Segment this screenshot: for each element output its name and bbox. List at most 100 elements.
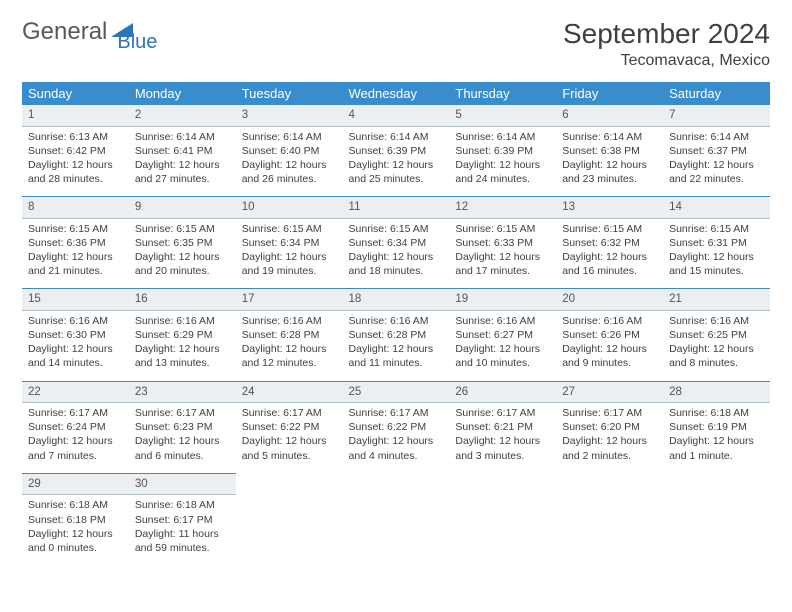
day-dl2: and 59 minutes. — [135, 541, 230, 555]
day-dl1: Daylight: 12 hours — [28, 250, 123, 264]
brand-part1: General — [22, 18, 107, 46]
day-ss: Sunset: 6:38 PM — [562, 144, 657, 158]
day-dl1: Daylight: 12 hours — [669, 342, 764, 356]
brand-logo: General Blue — [22, 18, 175, 46]
day-sr: Sunrise: 6:15 AM — [28, 222, 123, 236]
day-dl2: and 27 minutes. — [135, 172, 230, 186]
day-content-cell — [556, 495, 663, 565]
day-dl2: and 11 minutes. — [349, 356, 444, 370]
day-content-cell: Sunrise: 6:16 AMSunset: 6:30 PMDaylight:… — [22, 310, 129, 381]
calendar-table: Sunday Monday Tuesday Wednesday Thursday… — [22, 82, 770, 565]
day-dl2: and 8 minutes. — [669, 356, 764, 370]
day-dl1: Daylight: 12 hours — [349, 250, 444, 264]
day-sr: Sunrise: 6:16 AM — [242, 314, 337, 328]
day-content-cell: Sunrise: 6:16 AMSunset: 6:28 PMDaylight:… — [236, 310, 343, 381]
week-number-row: 15161718192021 — [22, 289, 770, 311]
day-header: Monday — [129, 82, 236, 105]
day-dl2: and 28 minutes. — [28, 172, 123, 186]
day-number-cell: 11 — [343, 197, 450, 219]
day-dl1: Daylight: 12 hours — [135, 434, 230, 448]
day-dl2: and 4 minutes. — [349, 449, 444, 463]
day-number-cell: 20 — [556, 289, 663, 311]
day-number-cell: 24 — [236, 381, 343, 403]
day-ss: Sunset: 6:22 PM — [349, 420, 444, 434]
day-header-row: Sunday Monday Tuesday Wednesday Thursday… — [22, 82, 770, 105]
day-content-cell: Sunrise: 6:16 AMSunset: 6:25 PMDaylight:… — [663, 310, 770, 381]
day-sr: Sunrise: 6:16 AM — [28, 314, 123, 328]
day-number-cell: 27 — [556, 381, 663, 403]
day-sr: Sunrise: 6:14 AM — [135, 130, 230, 144]
day-dl1: Daylight: 12 hours — [28, 342, 123, 356]
day-content-cell: Sunrise: 6:15 AMSunset: 6:31 PMDaylight:… — [663, 218, 770, 289]
day-content-cell — [343, 495, 450, 565]
day-number-cell: 21 — [663, 289, 770, 311]
title-block: September 2024 Tecomavaca, Mexico — [563, 18, 770, 70]
day-content-cell — [236, 495, 343, 565]
day-sr: Sunrise: 6:17 AM — [455, 406, 550, 420]
day-content-cell: Sunrise: 6:14 AMSunset: 6:39 PMDaylight:… — [449, 126, 556, 197]
day-ss: Sunset: 6:34 PM — [349, 236, 444, 250]
day-number-cell: 4 — [343, 105, 450, 126]
day-dl1: Daylight: 11 hours — [135, 527, 230, 541]
day-dl1: Daylight: 12 hours — [455, 434, 550, 448]
day-ss: Sunset: 6:30 PM — [28, 328, 123, 342]
day-dl2: and 21 minutes. — [28, 264, 123, 278]
day-dl2: and 1 minute. — [669, 449, 764, 463]
day-ss: Sunset: 6:22 PM — [242, 420, 337, 434]
day-dl1: Daylight: 12 hours — [562, 250, 657, 264]
day-header: Tuesday — [236, 82, 343, 105]
day-dl2: and 9 minutes. — [562, 356, 657, 370]
day-dl2: and 14 minutes. — [28, 356, 123, 370]
day-sr: Sunrise: 6:18 AM — [135, 498, 230, 512]
day-dl2: and 20 minutes. — [135, 264, 230, 278]
day-sr: Sunrise: 6:17 AM — [562, 406, 657, 420]
day-sr: Sunrise: 6:14 AM — [669, 130, 764, 144]
day-ss: Sunset: 6:39 PM — [455, 144, 550, 158]
day-sr: Sunrise: 6:18 AM — [28, 498, 123, 512]
day-number-cell: 19 — [449, 289, 556, 311]
day-dl1: Daylight: 12 hours — [669, 250, 764, 264]
day-dl1: Daylight: 12 hours — [562, 342, 657, 356]
day-content-cell: Sunrise: 6:15 AMSunset: 6:34 PMDaylight:… — [236, 218, 343, 289]
day-sr: Sunrise: 6:16 AM — [135, 314, 230, 328]
day-dl2: and 17 minutes. — [455, 264, 550, 278]
day-sr: Sunrise: 6:17 AM — [242, 406, 337, 420]
day-number-cell: 5 — [449, 105, 556, 126]
day-dl2: and 12 minutes. — [242, 356, 337, 370]
day-content-cell: Sunrise: 6:14 AMSunset: 6:37 PMDaylight:… — [663, 126, 770, 197]
day-number-cell: 16 — [129, 289, 236, 311]
day-content-cell: Sunrise: 6:18 AMSunset: 6:19 PMDaylight:… — [663, 403, 770, 474]
day-content-cell: Sunrise: 6:17 AMSunset: 6:23 PMDaylight:… — [129, 403, 236, 474]
day-dl1: Daylight: 12 hours — [455, 342, 550, 356]
day-number-cell: 15 — [22, 289, 129, 311]
day-dl2: and 22 minutes. — [669, 172, 764, 186]
day-ss: Sunset: 6:25 PM — [669, 328, 764, 342]
day-dl1: Daylight: 12 hours — [669, 158, 764, 172]
day-sr: Sunrise: 6:15 AM — [349, 222, 444, 236]
day-ss: Sunset: 6:41 PM — [135, 144, 230, 158]
day-number-cell: 12 — [449, 197, 556, 219]
day-sr: Sunrise: 6:17 AM — [135, 406, 230, 420]
day-dl2: and 6 minutes. — [135, 449, 230, 463]
day-dl1: Daylight: 12 hours — [135, 250, 230, 264]
day-number-cell: 6 — [556, 105, 663, 126]
day-dl2: and 25 minutes. — [349, 172, 444, 186]
day-content-cell: Sunrise: 6:16 AMSunset: 6:26 PMDaylight:… — [556, 310, 663, 381]
day-dl2: and 5 minutes. — [242, 449, 337, 463]
day-ss: Sunset: 6:26 PM — [562, 328, 657, 342]
day-sr: Sunrise: 6:15 AM — [562, 222, 657, 236]
day-ss: Sunset: 6:31 PM — [669, 236, 764, 250]
day-sr: Sunrise: 6:15 AM — [242, 222, 337, 236]
day-content-cell — [449, 495, 556, 565]
day-content-cell: Sunrise: 6:17 AMSunset: 6:22 PMDaylight:… — [343, 403, 450, 474]
day-ss: Sunset: 6:19 PM — [669, 420, 764, 434]
week-number-row: 1234567 — [22, 105, 770, 126]
day-dl2: and 26 minutes. — [242, 172, 337, 186]
day-content-cell: Sunrise: 6:17 AMSunset: 6:21 PMDaylight:… — [449, 403, 556, 474]
day-content-cell: Sunrise: 6:17 AMSunset: 6:22 PMDaylight:… — [236, 403, 343, 474]
day-number-cell: 9 — [129, 197, 236, 219]
day-ss: Sunset: 6:35 PM — [135, 236, 230, 250]
day-dl2: and 15 minutes. — [669, 264, 764, 278]
day-ss: Sunset: 6:29 PM — [135, 328, 230, 342]
day-dl1: Daylight: 12 hours — [28, 434, 123, 448]
